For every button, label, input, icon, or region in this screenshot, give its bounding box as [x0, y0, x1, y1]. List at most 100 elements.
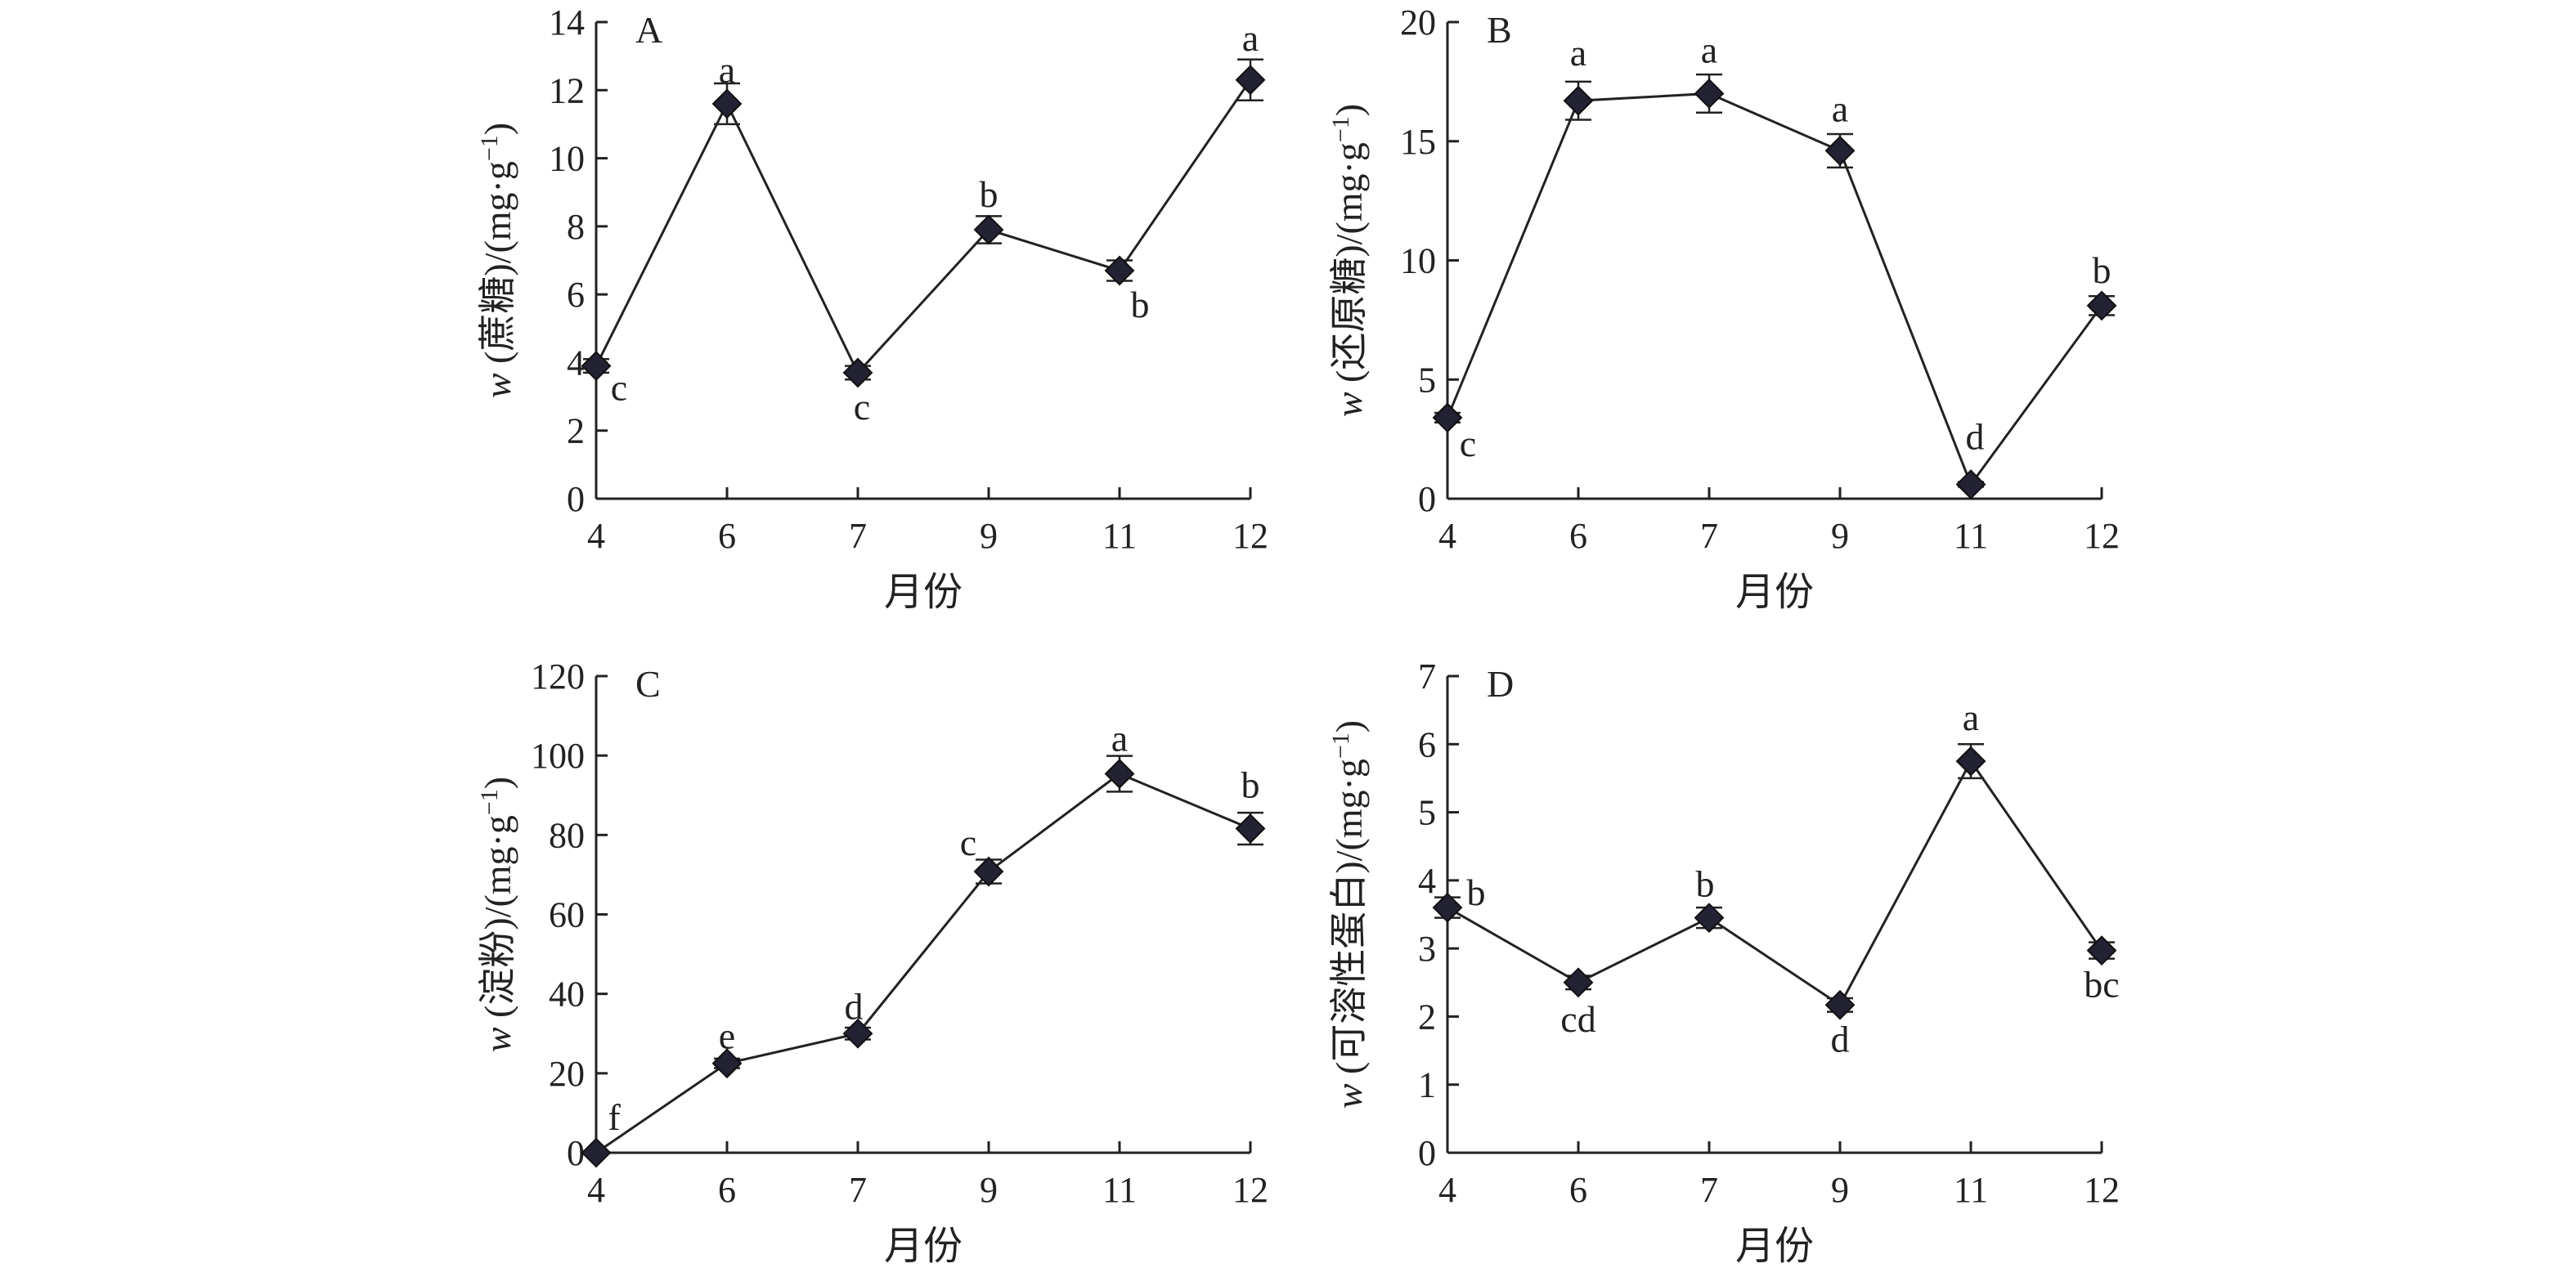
x-tick-label: 12: [2084, 516, 2120, 556]
y-axis-text: (可溶性蛋白)/(mg·g: [1328, 759, 1370, 1083]
y-axis-superscript: −1: [476, 789, 503, 815]
x-tick-label: 11: [1954, 516, 1988, 556]
significance-letter: e: [719, 1015, 735, 1057]
x-tick-label: 6: [718, 1170, 736, 1210]
y-tick-label: 14: [549, 2, 585, 43]
x-tick-label: 12: [1232, 1170, 1268, 1210]
series-line: [1447, 759, 2103, 1007]
panel-letter: A: [635, 9, 662, 51]
y-tick-label: 5: [1418, 793, 1436, 833]
significance-letter: c: [960, 822, 976, 863]
significance-letter: d: [845, 985, 864, 1027]
y-tick-label: 10: [1400, 241, 1436, 281]
significance-letter: d: [1831, 1018, 1850, 1060]
series-line: [595, 78, 1252, 375]
x-axis-label: 月份: [884, 1225, 963, 1268]
data-point: [1235, 65, 1266, 96]
series-line: [595, 772, 1251, 1154]
significance-letter: c: [854, 386, 870, 428]
y-axis-close: ): [477, 123, 518, 135]
y-tick-label: 100: [531, 736, 585, 776]
y-axis-variable: w: [1328, 1083, 1370, 1109]
x-tick-label: 9: [1831, 516, 1849, 556]
y-tick-label: 6: [1418, 724, 1436, 764]
x-axis-label: 月份: [884, 571, 963, 614]
y-tick-label: 20: [549, 1054, 585, 1094]
data-point: [1563, 967, 1594, 998]
y-axis-label: w (还原糖)/(mg·g−1): [1327, 104, 1371, 417]
significance-letter: b: [2093, 249, 2112, 291]
y-axis-variable: w: [477, 373, 518, 398]
y-tick-label: 4: [567, 343, 585, 383]
significance-letter: a: [719, 49, 735, 91]
data-point: [1563, 85, 1594, 116]
significance-letter: c: [611, 367, 627, 409]
x-tick-label: 4: [587, 516, 605, 556]
series-line: [1446, 92, 2103, 487]
x-axis-label: 月份: [1735, 1225, 1814, 1268]
y-tick-label: 0: [1418, 1133, 1436, 1173]
data-point: [2086, 290, 2117, 321]
y-tick-label: 6: [567, 275, 585, 315]
y-tick-label: 2: [567, 411, 585, 451]
significance-letter: d: [1966, 416, 1985, 458]
significance-letter: f: [608, 1096, 621, 1138]
significance-letter: a: [1570, 32, 1586, 74]
x-tick-label: 7: [849, 1170, 867, 1210]
y-axis-text: (还原糖)/(mg·g: [1328, 142, 1370, 392]
data-point: [1104, 255, 1135, 286]
x-tick-label: 9: [980, 516, 998, 556]
x-tick-label: 7: [1700, 1170, 1718, 1210]
significance-letter: a: [1111, 718, 1128, 759]
y-tick-label: 10: [549, 139, 585, 179]
x-tick-label: 7: [849, 516, 867, 556]
x-tick-label: 12: [2084, 1170, 2120, 1210]
data-point: [842, 357, 873, 388]
y-tick-label: 2: [1418, 997, 1436, 1037]
data-point: [1824, 989, 1856, 1020]
y-tick-label: 120: [531, 656, 585, 697]
significance-letter: a: [1963, 697, 1979, 738]
x-tick-label: 4: [1438, 1170, 1456, 1210]
significance-letter: b: [1241, 764, 1260, 806]
data-point: [1955, 746, 1986, 777]
data-point: [973, 214, 1004, 245]
x-tick-label: 11: [1954, 1170, 1988, 1210]
y-axis-superscript: −1: [1327, 733, 1354, 759]
y-axis-close: ): [1328, 104, 1370, 116]
x-axis-label: 月份: [1735, 571, 1814, 614]
y-tick-label: 1: [1418, 1065, 1436, 1105]
data-point: [1432, 402, 1463, 433]
y-tick-label: 0: [567, 1133, 585, 1173]
data-point: [1694, 78, 1725, 109]
x-tick-label: 4: [587, 1170, 605, 1210]
significance-letter: a: [1242, 17, 1259, 59]
data-point: [1694, 903, 1725, 934]
significance-letter: c: [1460, 423, 1476, 464]
y-tick-label: 12: [549, 70, 585, 110]
significance-letter: a: [1701, 29, 1717, 70]
data-point: [581, 351, 612, 382]
y-tick-label: 3: [1418, 929, 1436, 969]
y-axis-label: w (可溶性蛋白)/(mg·g−1): [1327, 720, 1371, 1109]
data-point: [581, 1137, 612, 1168]
data-point: [1104, 759, 1135, 789]
significance-letter: a: [1832, 87, 1848, 129]
panel-letter: C: [635, 663, 661, 705]
panel-letter: B: [1487, 9, 1512, 51]
y-tick-label: 0: [1418, 479, 1436, 519]
x-tick-label: 7: [1700, 516, 1718, 556]
panel-C: 0 20 40 60 80 100 120 4 6 7 9 11 12 月份 w (淀粉)/(mg·g−1)…: [476, 656, 1269, 1268]
x-tick-label: 9: [980, 1170, 998, 1210]
y-axis-text: (淀粉)/(mg·g: [477, 815, 518, 1027]
x-tick-label: 6: [1569, 1170, 1587, 1210]
data-point: [711, 88, 743, 119]
data-point: [973, 856, 1004, 887]
y-tick-label: 80: [549, 815, 585, 855]
y-tick-label: 20: [1400, 2, 1436, 43]
y-tick-label: 5: [1418, 360, 1436, 400]
data-point: [711, 1048, 743, 1079]
panel-letter: D: [1487, 663, 1514, 705]
